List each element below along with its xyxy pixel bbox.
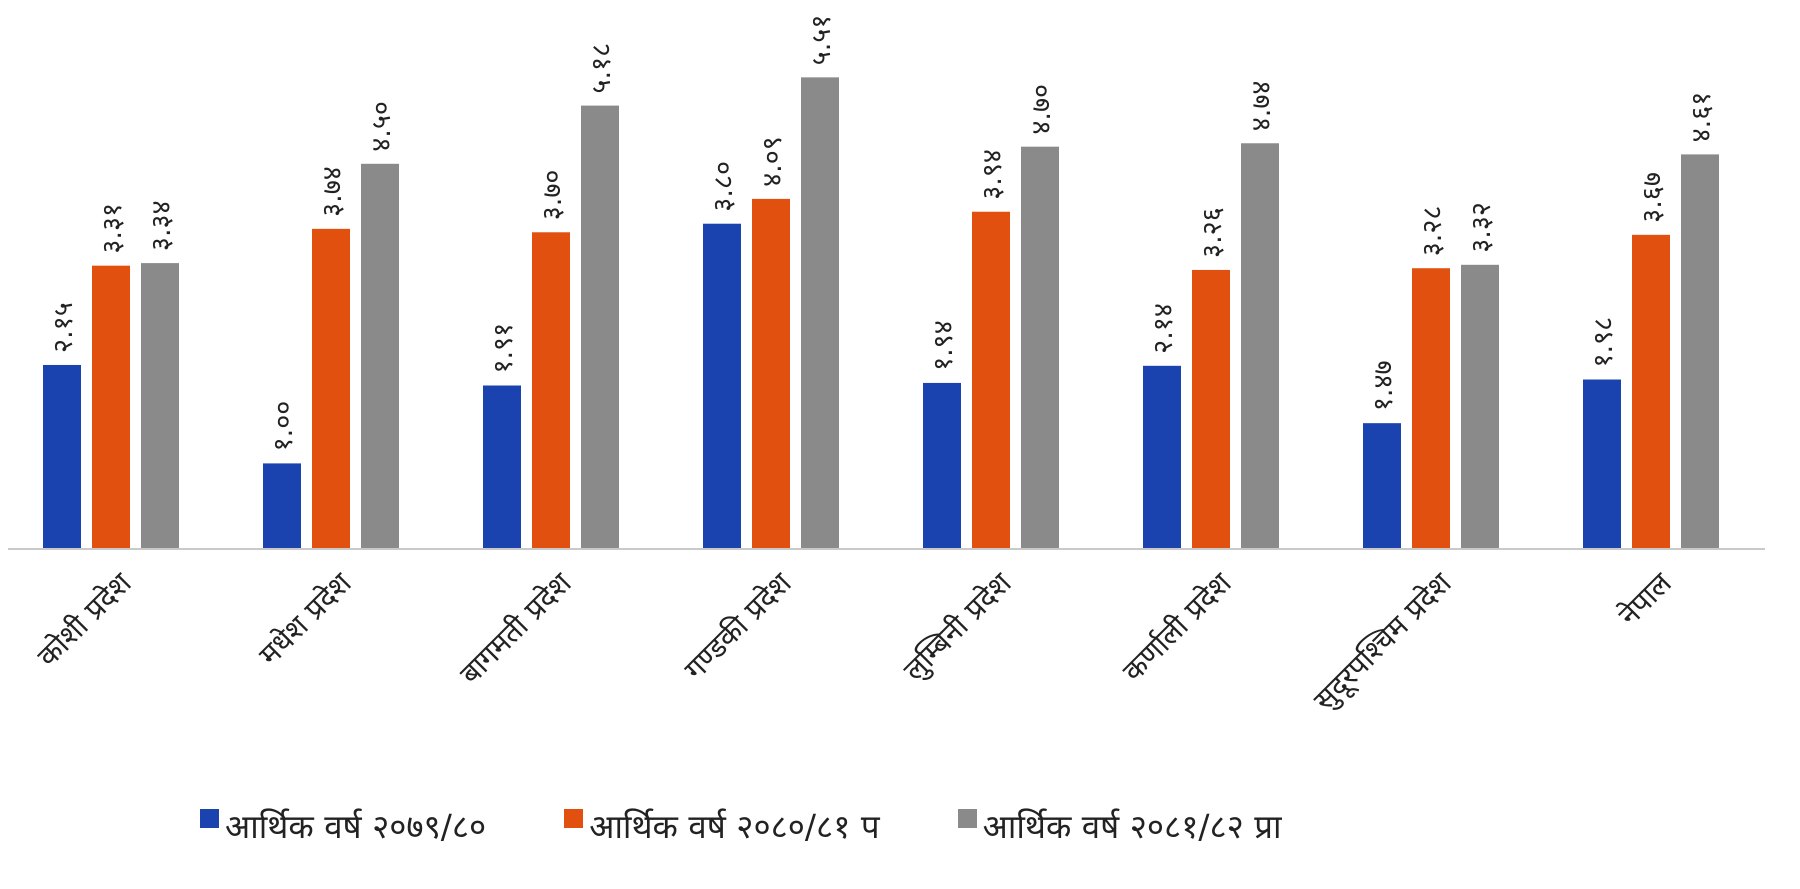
category-tick-label: लुम्बिनी प्रदेश — [897, 565, 1020, 688]
bar — [532, 232, 570, 549]
bar-value-label: ३.७० — [537, 170, 568, 221]
legend-item-fy-2081-82: आर्थिक वर्ष २०८१/८२ प्रा — [957, 803, 1282, 848]
bar — [1583, 379, 1621, 549]
bar — [141, 263, 179, 549]
bar — [972, 211, 1010, 549]
bar-value-label: ४.६१ — [1686, 92, 1717, 143]
value-labels-layer: २.१५ ३.३१ ३.३४ १.०० ३.७४ ४.५० १.९१ ३.७० ५.१८ ३.८०… — [48, 15, 1717, 452]
bar-chart: २.१५ ३.३१ ३.३४ १.०० ३.७४ ४.५० १.९१ ३.७० ५.१८ ३.८०… — [8, 15, 1765, 719]
bar — [1412, 268, 1450, 549]
bar — [483, 385, 521, 549]
bar-value-label: ३.७४ — [317, 166, 348, 217]
bar-value-label: ३.३१ — [97, 203, 128, 254]
bar-value-label: २.१४ — [1148, 303, 1179, 354]
bar — [1681, 154, 1719, 549]
bar — [923, 382, 961, 549]
legend-item-fy-2079-80: आर्थिक वर्ष २०७९/८० — [200, 803, 486, 848]
bar — [1241, 143, 1279, 550]
legend: आर्थिक वर्ष २०७९/८० आर्थिक वर्ष २०८०/८१ … — [200, 803, 1360, 848]
category-tick-label: नेपाल — [1612, 565, 1679, 632]
legend-label: आर्थिक वर्ष २०८०/८१ प — [589, 807, 880, 846]
bar — [1021, 146, 1059, 549]
bar-value-label: ३.६७ — [1637, 172, 1668, 223]
bar-value-label: १.४७ — [1368, 360, 1399, 411]
bar — [1192, 269, 1230, 549]
category-tick-label: सुदूरपश्चिम प्रदेश — [1307, 565, 1460, 718]
category-tick-label: मधेश प्रदेश — [252, 565, 359, 672]
bar-value-label: ३.३२ — [1466, 202, 1497, 253]
category-tick-labels-layer: कोशी प्रदेश मधेश प्रदेश बागमती प्रदेश गण्डक… — [31, 565, 1679, 719]
bar-value-label: ४.५० — [366, 101, 397, 152]
bar-value-label: ५.१८ — [586, 43, 617, 94]
bar-value-label: ४.०९ — [757, 136, 788, 187]
bar — [263, 463, 301, 549]
legend-label: आर्थिक वर्ष २०८१/८२ प्रा — [982, 807, 1282, 846]
legend-label: आर्थिक वर्ष २०७९/८० — [225, 807, 487, 846]
legend-swatch — [200, 809, 219, 828]
category-tick-label: कर्णाली प्रदेश — [1116, 565, 1239, 688]
bar — [801, 77, 839, 550]
bar — [43, 364, 81, 549]
legend-item-fy-2080-81: आर्थिक वर्ष २०८०/८१ प — [564, 803, 880, 848]
bar-value-label: ४.७० — [1026, 84, 1057, 135]
bar-value-label: ४.७४ — [1246, 81, 1277, 132]
bar — [92, 265, 130, 549]
bar-value-label: १.९४ — [928, 320, 959, 371]
legend-swatch — [957, 809, 977, 828]
bar — [361, 163, 399, 550]
bar — [752, 198, 790, 549]
bar — [581, 105, 619, 549]
category-tick-label: बागमती प्रदेश — [453, 565, 579, 691]
bar — [312, 228, 350, 549]
category-tick-label: गण्डकी प्रदेश — [678, 565, 799, 686]
bar — [703, 223, 741, 549]
bar-value-label: ५.५१ — [806, 15, 837, 66]
bar-value-label: ३.९४ — [977, 149, 1008, 200]
bar — [1461, 264, 1499, 549]
bar-value-label: २.१५ — [48, 302, 79, 353]
bar-value-label: १.९८ — [1588, 317, 1619, 368]
bar — [1143, 365, 1181, 549]
bar — [1363, 423, 1401, 549]
bar-value-label: ३.८० — [708, 161, 739, 212]
bar-value-label: १.०० — [268, 401, 299, 452]
bar-value-label: ३.३४ — [146, 200, 177, 251]
bars-layer — [43, 77, 1719, 550]
bar — [1632, 234, 1670, 549]
bar-value-label: ३.२६ — [1197, 207, 1228, 258]
bar-value-label: १.९१ — [488, 323, 519, 374]
legend-swatch — [564, 809, 584, 828]
bar-value-label: ३.२८ — [1417, 206, 1448, 257]
category-tick-label: कोशी प्रदेश — [31, 565, 139, 673]
